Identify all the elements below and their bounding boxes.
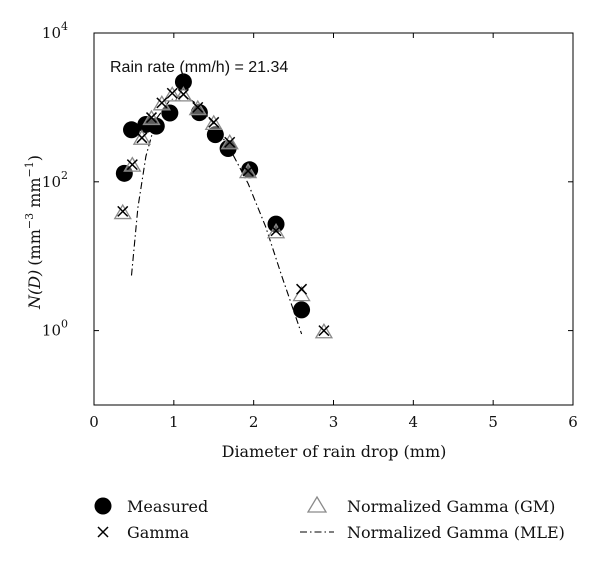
gamma-point <box>166 87 178 99</box>
plot-area <box>93 32 574 406</box>
gamma-point <box>117 205 129 217</box>
gamma-point <box>192 101 204 113</box>
legend-normalized-gamma-gm: Normalized Gamma (GM) <box>306 495 555 516</box>
y-tick-label: 102 <box>42 169 68 191</box>
y-tick-label: 100 <box>42 318 68 340</box>
legend-marker <box>97 526 109 538</box>
rain-rate-annotation: Rain rate (mm/h) = 21.34 <box>110 59 288 76</box>
x-tick-label: 2 <box>249 413 259 431</box>
gamma-point <box>126 159 138 171</box>
measured-point <box>161 104 179 122</box>
gamma-point <box>145 112 158 124</box>
gamma-point <box>156 97 168 109</box>
legend-triangle-marker <box>306 495 328 513</box>
legend-label: Normalized Gamma (MLE) <box>347 523 565 542</box>
plot-frame <box>93 32 574 406</box>
x-axis: 0 1 2 3 4 5 6 <box>89 33 578 431</box>
legend-marker <box>94 497 112 515</box>
legend-label: Measured <box>127 497 208 516</box>
x-tick-label: 4 <box>409 413 419 431</box>
legend-measured: Measured <box>94 497 208 516</box>
measured-point <box>206 126 224 144</box>
x-axis-label: Diameter of rain drop (mm) <box>222 442 447 461</box>
legend-gamma: Gamma <box>97 523 190 542</box>
y-tick-exp: 0 <box>61 318 68 331</box>
gamma-point <box>242 165 254 177</box>
y-label-close: ) <box>25 155 44 161</box>
gamma-point <box>318 325 330 337</box>
legend-normalized-gamma-mle: Normalized Gamma (MLE) <box>300 523 565 542</box>
legend-label: Gamma <box>127 523 190 542</box>
y-label-exp1: −3 <box>23 213 36 229</box>
measured-point <box>190 104 208 122</box>
y-label-exp2: −1 <box>23 161 36 177</box>
y-label-mid: mm <box>25 177 44 212</box>
y-label-main: N(D) <box>25 270 44 310</box>
gamma-point <box>177 88 189 100</box>
gamma-point <box>208 116 220 128</box>
y-tick-base: 10 <box>42 173 61 191</box>
gamma-point <box>136 132 148 144</box>
y-tick-base: 10 <box>42 322 61 340</box>
measured-point <box>123 121 141 139</box>
x-tick-label: 3 <box>329 413 339 431</box>
x-tick-label: 5 <box>488 413 498 431</box>
y-tick-base: 10 <box>42 24 61 42</box>
measured-point <box>147 117 165 135</box>
x-tick-label: 6 <box>568 413 578 431</box>
gamma-point <box>296 283 308 295</box>
measured-point <box>293 301 311 319</box>
y-tick-exp: 4 <box>61 20 68 33</box>
y-tick-label: 104 <box>42 20 68 42</box>
x-tick-label: 0 <box>89 413 99 431</box>
y-axis-label: N(D) (mm−3 mm−1) <box>23 155 44 310</box>
y-label-units: (mm <box>25 229 44 266</box>
legend-label: Normalized Gamma (GM) <box>347 497 555 516</box>
gamma-point <box>224 136 236 148</box>
gamma-point <box>270 225 282 237</box>
legend: Measured Gamma Normalized Gamma (GM) Normal… <box>94 495 565 542</box>
measured-point <box>174 73 192 91</box>
x-tick-label: 1 <box>169 413 179 431</box>
y-tick-exp: 2 <box>61 169 68 182</box>
